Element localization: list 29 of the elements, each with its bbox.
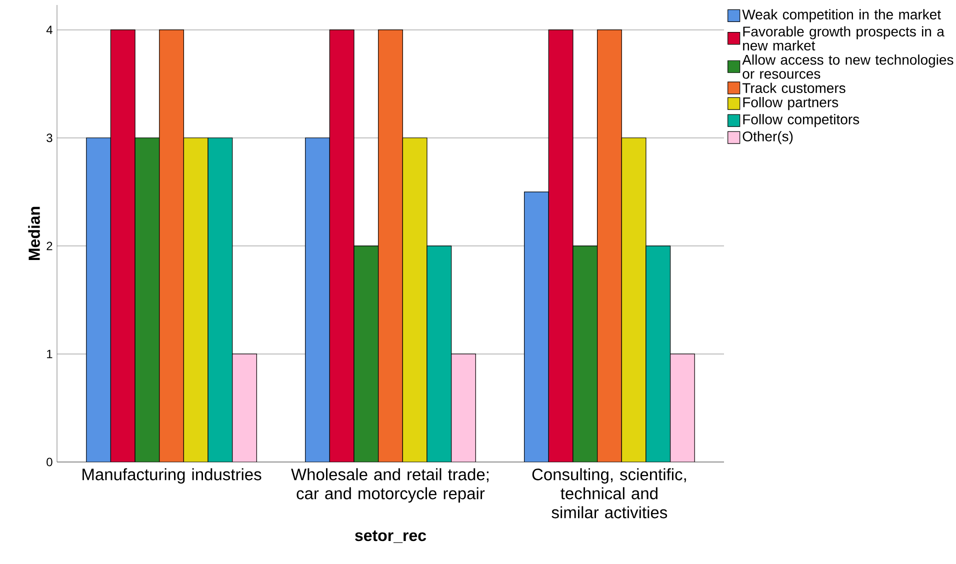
legend-label: Follow competitors: [743, 114, 860, 128]
x-tick-label: Consulting, scientific, technical and similar activities: [532, 468, 686, 518]
legend-label: Weak competition in the market: [742, 9, 941, 22]
bar: [183, 138, 208, 462]
legend-label: Other(s): [742, 131, 793, 144]
bar: [110, 30, 136, 462]
bar: [208, 138, 233, 462]
legend-label: Allow access to new technologies or resources: [742, 54, 954, 79]
bar: [329, 30, 354, 462]
legend-label: Follow partners: [743, 97, 838, 110]
y-tick-label: 2: [46, 242, 52, 250]
x-tick-label: Wholesale and retail trade; car and motorcycle repair: [291, 468, 488, 503]
bar: [354, 246, 379, 462]
bar: [134, 138, 160, 462]
x-tick-label: Manufacturing industries: [82, 468, 262, 484]
bar: [646, 246, 671, 462]
legend-label: Favorable growth prospects in a new market: [743, 26, 944, 51]
bar: [426, 246, 452, 462]
y-tick-label: 0: [46, 458, 52, 466]
legend-label: Track customers: [742, 82, 846, 94]
y-tick-label: 1: [47, 350, 52, 358]
bar: [548, 30, 574, 462]
y-axis-title: Median: [28, 206, 40, 260]
bar: [402, 138, 428, 462]
bar: [572, 246, 598, 462]
y-tick-label: 3: [46, 134, 52, 142]
x-axis-title: setor_rec: [355, 530, 426, 543]
y-tick-label: 4: [46, 26, 52, 34]
bar: [621, 138, 646, 462]
